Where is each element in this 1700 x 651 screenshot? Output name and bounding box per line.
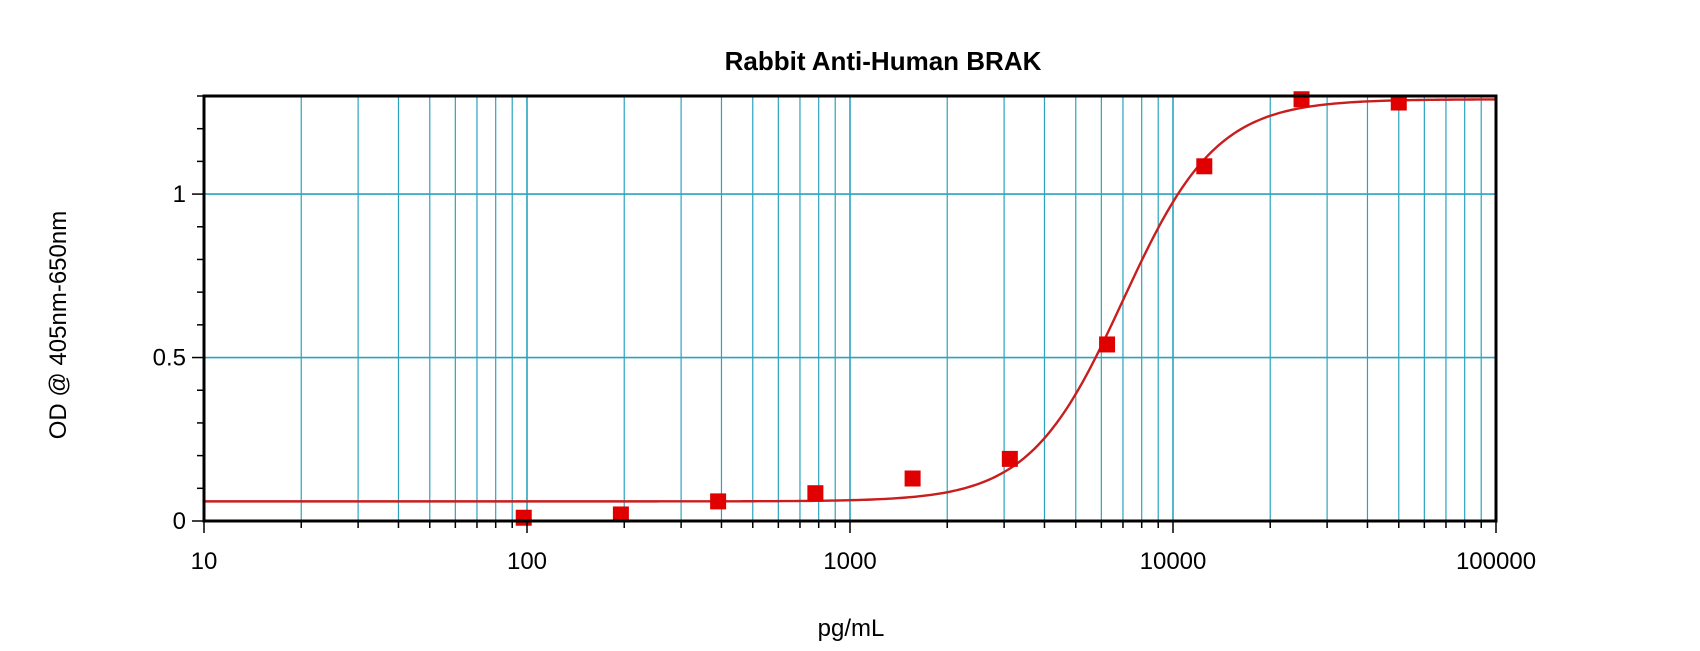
fit-curve xyxy=(204,98,1497,503)
x-tick-label: 10000 xyxy=(1140,548,1207,575)
fit-curve-layer xyxy=(204,98,1497,503)
data-point xyxy=(515,509,532,526)
data-point xyxy=(807,485,824,502)
x-tick-label: 100000 xyxy=(1456,548,1536,575)
x-tick-labels: 10 100 1000 10000 100000 xyxy=(191,548,1536,575)
chart-title: Rabbit Anti-Human BRAK xyxy=(725,46,1042,76)
data-point xyxy=(1196,158,1213,175)
y-tick-labels: 00.51 xyxy=(153,181,186,535)
x-tick-label: 1000 xyxy=(823,548,876,575)
y-tick-label: 1 xyxy=(173,181,186,208)
x-tick-label: 100 xyxy=(507,548,547,575)
data-point xyxy=(1390,94,1407,111)
y-axis-label: OD @ 405nm-650nm xyxy=(45,211,72,439)
x-axis-label: pg/mL xyxy=(818,615,885,642)
data-points xyxy=(515,91,1407,526)
data-point xyxy=(1099,336,1116,353)
data-point xyxy=(1293,91,1310,108)
y-tick-label: 0 xyxy=(173,508,186,535)
x-tick-label: 10 xyxy=(191,548,218,575)
axis-ticks xyxy=(192,95,1497,533)
data-point xyxy=(710,493,727,510)
grid xyxy=(204,96,1496,521)
data-point xyxy=(1001,450,1018,467)
data-point xyxy=(612,506,629,523)
data-point xyxy=(904,470,921,487)
y-tick-label: 0.5 xyxy=(153,345,186,372)
